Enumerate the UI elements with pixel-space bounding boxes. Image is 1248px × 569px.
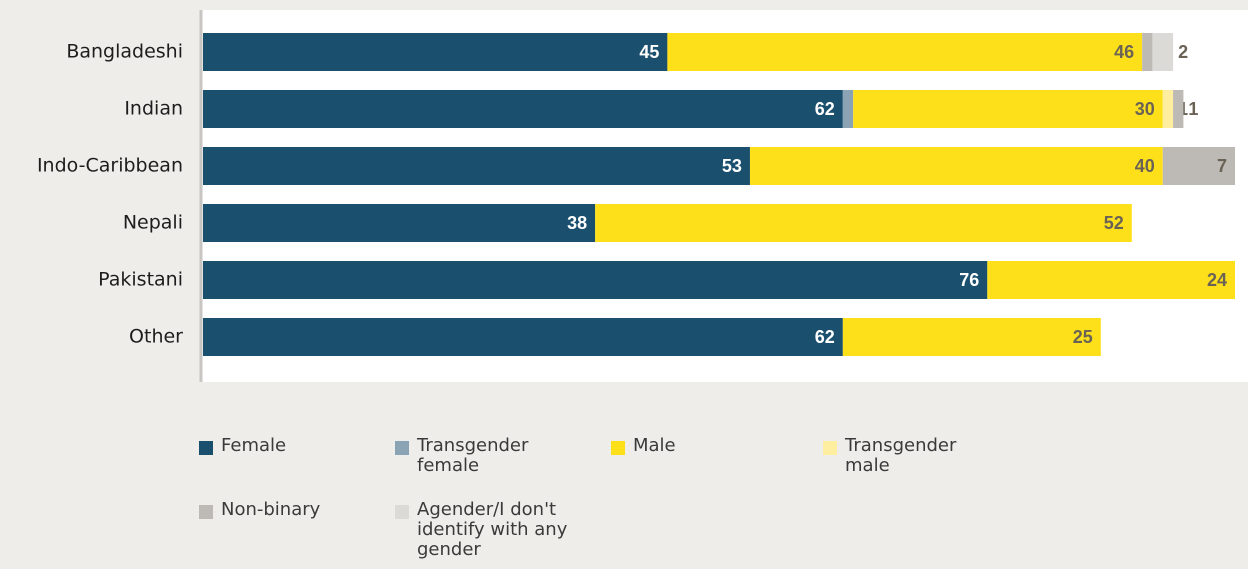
legend-item: Transgender male <box>823 436 1005 476</box>
legend-item: Agender/I don't identify with any gender <box>395 500 577 560</box>
category-label: Nepali <box>123 212 183 234</box>
data-label: 30 <box>1135 99 1155 119</box>
legend-item: Non-binary <box>199 500 381 520</box>
bar-segment <box>1152 33 1174 71</box>
legend-label: Female <box>221 435 287 456</box>
data-label: 62 <box>815 327 835 347</box>
data-label: 25 <box>1073 327 1093 347</box>
legend-label: Transgender female <box>417 435 529 476</box>
data-label: 46 <box>1114 42 1134 62</box>
legend-item: Female <box>199 436 381 456</box>
bar-segment <box>1162 90 1174 128</box>
data-label: 7 <box>1217 156 1227 176</box>
bar-segment <box>203 90 843 128</box>
bar-segment <box>667 33 1143 71</box>
bar-segment <box>853 90 1163 128</box>
category-label: Indo-Caribbean <box>37 155 183 177</box>
bar-segment <box>203 147 750 185</box>
chart: Bangladeshi454612Indian6213011Indo-Carib… <box>37 10 1248 382</box>
legend-item: Transgender female <box>395 436 577 476</box>
legend-swatch <box>395 505 409 519</box>
data-label: 62 <box>815 99 835 119</box>
legend-label: Male <box>633 435 676 456</box>
category-label: Pakistani <box>98 269 183 291</box>
bar-segment <box>749 147 1163 185</box>
data-label: 45 <box>639 42 659 62</box>
bar-segment <box>595 204 1132 242</box>
data-label: 52 <box>1104 213 1124 233</box>
legend-label: Non-binary <box>221 499 321 520</box>
bar-segment <box>1173 90 1184 128</box>
bar-segment <box>987 261 1235 299</box>
data-label: 24 <box>1207 270 1227 290</box>
bar-segment <box>203 318 843 356</box>
category-label: Bangladeshi <box>66 41 183 63</box>
bar-segment <box>203 33 668 71</box>
legend-label: Agender/I don't identify with any gender <box>417 499 568 560</box>
data-label: 38 <box>567 213 587 233</box>
data-label: 40 <box>1135 156 1155 176</box>
data-label: 76 <box>959 270 979 290</box>
data-label: 1 <box>1188 99 1198 119</box>
legend-swatch <box>611 441 625 455</box>
bar-segment <box>1162 147 1235 185</box>
legend-label: Transgender male <box>845 435 957 476</box>
bar-segment <box>203 261 988 299</box>
bar-segment <box>842 90 854 128</box>
legend-item: Male <box>611 436 793 456</box>
data-label: 53 <box>722 156 742 176</box>
category-label: Indian <box>124 98 183 120</box>
bar-segment <box>842 318 1101 356</box>
bar-segment <box>1142 33 1153 71</box>
legend-swatch <box>823 441 837 455</box>
legend-swatch <box>199 505 213 519</box>
data-label: 2 <box>1178 42 1188 62</box>
legend-swatch <box>395 441 409 455</box>
bar-segment <box>203 204 596 242</box>
category-label: Other <box>129 326 183 348</box>
legend-swatch <box>199 441 213 455</box>
